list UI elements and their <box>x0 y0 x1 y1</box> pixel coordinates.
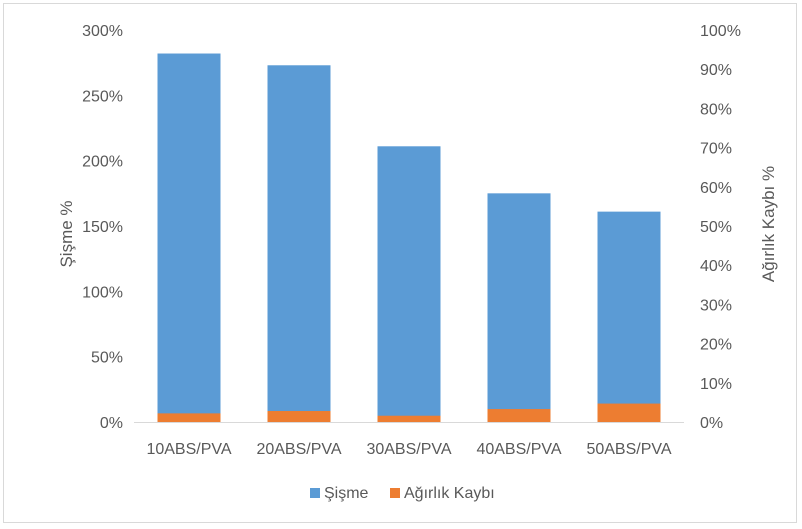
y2-tick-label: 90% <box>700 62 732 79</box>
y2-tick-label: 50% <box>700 219 732 236</box>
y-tick-label: 300% <box>82 23 123 40</box>
y2-tick-label: 60% <box>700 180 732 197</box>
y2-tick-label: 80% <box>700 101 732 118</box>
x-tick-label: 10ABS/PVA <box>146 441 231 458</box>
y2-tick-label: 40% <box>700 258 732 275</box>
y2-tick-label: 70% <box>700 141 732 158</box>
y-tick-label: 50% <box>91 350 123 367</box>
bar-agirlik-kaybi <box>157 413 221 422</box>
y-axis-ticks: 0% 50% 100% 150% 200% 250% 300% <box>82 23 123 432</box>
y-tick-label: 0% <box>100 415 123 432</box>
y-tick-label: 150% <box>82 219 123 236</box>
x-tick-label: 30ABS/PVA <box>366 441 451 458</box>
y-tick-label: 250% <box>82 88 123 105</box>
y2-tick-label: 0% <box>700 415 723 432</box>
legend: Şişme Ağırlık Kaybı <box>310 485 495 502</box>
y2-axis-label: Ağırlık Kaybı % <box>759 166 778 282</box>
bar-agirlik-kaybi <box>597 403 661 422</box>
x-tick-label: 20ABS/PVA <box>256 441 341 458</box>
legend-label: Şişme <box>324 485 369 502</box>
legend-swatch <box>390 488 400 498</box>
bar-sisme <box>597 211 661 422</box>
bar-agirlik-kaybi <box>377 415 441 422</box>
y2-axis-ticks: 0% 10% 20% 30% 40% 50% 60% 70% 80% 90% 100% <box>700 23 741 432</box>
bar-sisme <box>377 146 441 422</box>
y-tick-label: 100% <box>82 284 123 301</box>
y-tick-label: 200% <box>82 154 123 171</box>
bar-chart: 0% 50% 100% 150% 200% 250% 300% 0% 10% 20% 30% 40%… <box>57 23 778 502</box>
bars <box>157 53 661 423</box>
y2-tick-label: 30% <box>700 297 732 314</box>
legend-swatch <box>310 488 320 498</box>
x-tick-label: 40ABS/PVA <box>476 441 561 458</box>
bar-agirlik-kaybi <box>487 409 551 422</box>
chart-area: 0% 50% 100% 150% 200% 250% 300% 0% 10% 20% 30% 40%… <box>3 3 797 523</box>
x-axis-ticks: 10ABS/PVA 20ABS/PVA 30ABS/PVA 40ABS/PVA 50AB… <box>146 441 671 458</box>
x-tick-label: 50ABS/PVA <box>586 441 671 458</box>
legend-label: Ağırlık Kaybı <box>404 485 495 502</box>
y2-tick-label: 10% <box>700 376 732 393</box>
bar-sisme <box>487 193 551 422</box>
y-axis-label: Şişme % <box>57 200 76 267</box>
y2-tick-label: 100% <box>700 23 741 40</box>
bar-sisme <box>157 53 221 423</box>
bar-agirlik-kaybi <box>267 411 331 422</box>
y2-tick-label: 20% <box>700 337 732 354</box>
bar-sisme <box>267 65 331 422</box>
